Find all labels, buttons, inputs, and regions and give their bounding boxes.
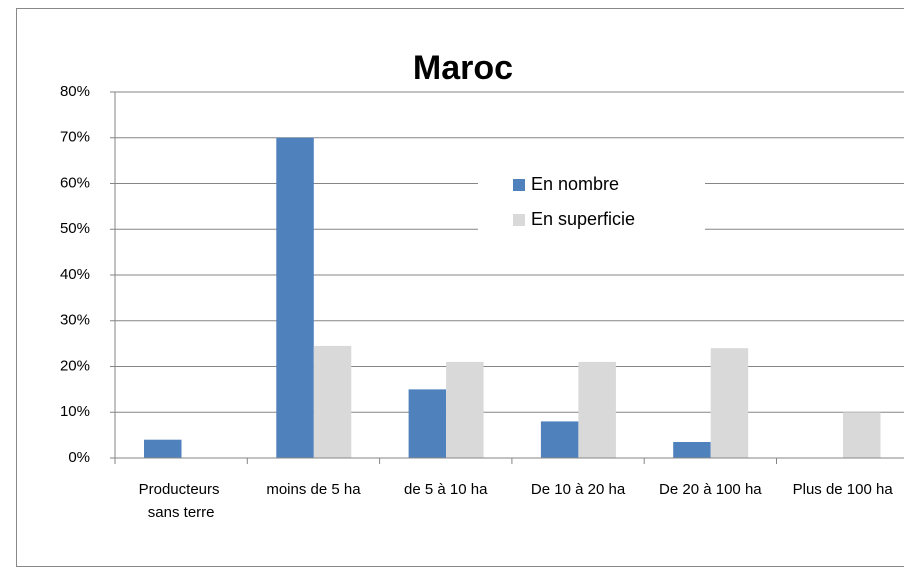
chart-title: Maroc (413, 49, 513, 87)
y-tick-label: 50% (60, 220, 90, 237)
y-tick-label: 40% (60, 266, 90, 283)
y-tick-label: 60% (60, 174, 90, 191)
x-tick-label: de 5 à 10 ha (404, 481, 488, 498)
x-tick-label: De 10 à 20 ha (531, 481, 626, 498)
bar (313, 345, 352, 458)
legend-label: En nombre (531, 174, 619, 194)
bar (408, 389, 447, 458)
bar (446, 361, 484, 458)
y-tick-label: 10% (60, 403, 90, 420)
legend-swatch (513, 214, 525, 226)
x-tick-label: Plus de 100 ha (793, 481, 894, 498)
bar (276, 137, 314, 458)
bar (673, 441, 711, 458)
y-tick-label: 20% (60, 357, 90, 374)
y-tick-label: 0% (68, 449, 90, 466)
bar (578, 361, 616, 458)
x-tick-label: Producteurs sans terre (139, 481, 224, 521)
x-tick-label: moins de 5 ha (266, 481, 361, 498)
y-tick-label: 80% (60, 83, 90, 100)
legend-label: En superficie (531, 209, 635, 229)
chart-frame (16, 8, 904, 567)
x-tick-label: De 20 à 100 ha (659, 481, 762, 498)
bar (843, 412, 881, 458)
legend-swatch (513, 179, 525, 191)
y-tick-label: 70% (60, 129, 90, 146)
bar (710, 348, 749, 458)
legend-box (478, 164, 705, 240)
bar (540, 421, 579, 458)
y-tick-label: 30% (60, 312, 90, 329)
bar (144, 439, 182, 458)
